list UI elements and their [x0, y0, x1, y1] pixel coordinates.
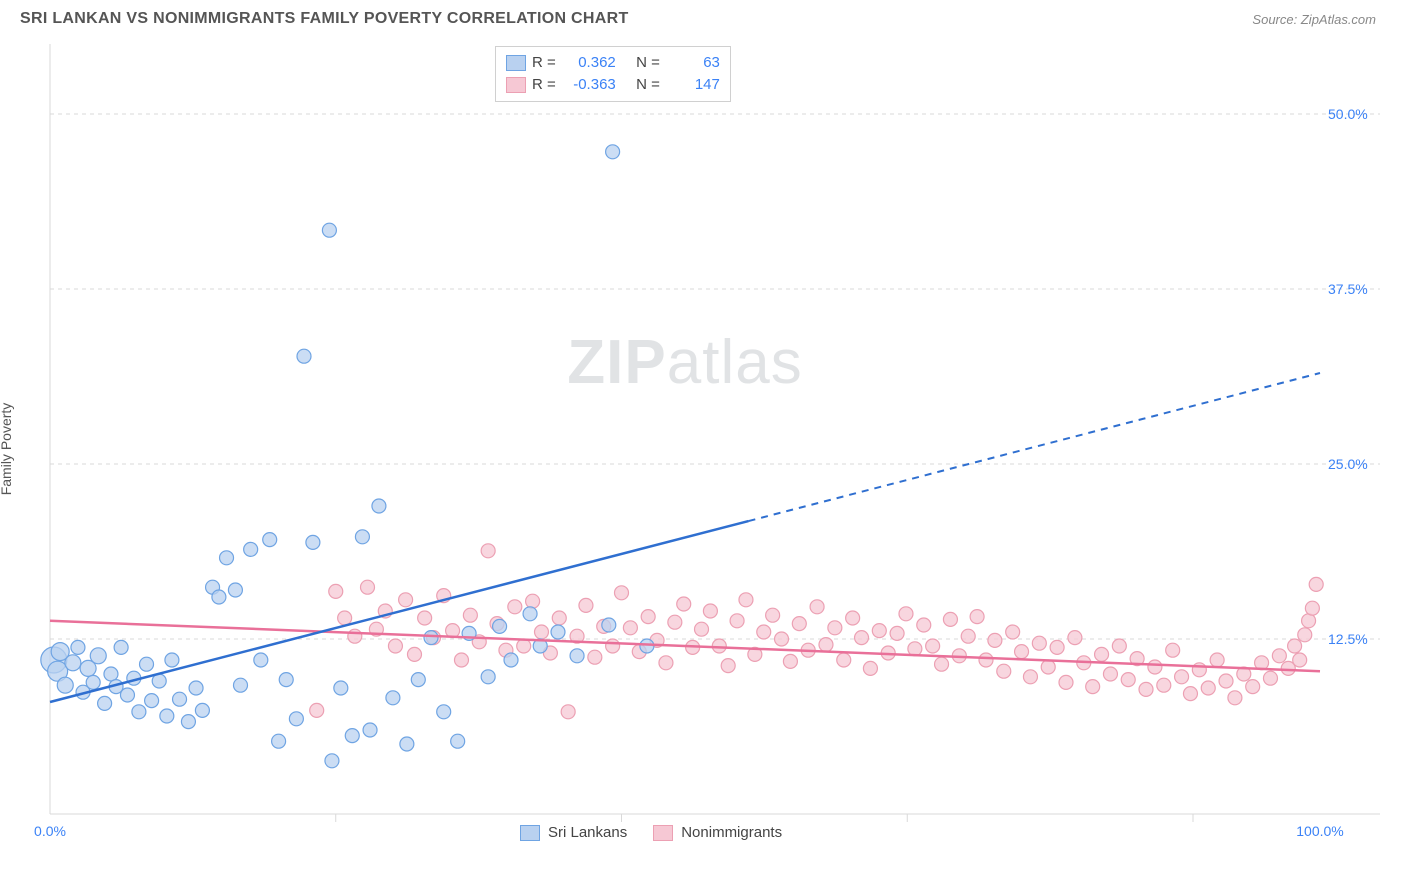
- legend-stats-box: R = 0.362 N = 63 R = -0.363 N = 147: [495, 46, 731, 102]
- svg-text:25.0%: 25.0%: [1328, 456, 1368, 472]
- svg-text:0.0%: 0.0%: [34, 823, 66, 839]
- svg-text:50.0%: 50.0%: [1328, 106, 1368, 122]
- N-value-b: 147: [670, 74, 720, 96]
- svg-text:37.5%: 37.5%: [1328, 281, 1368, 297]
- source-value: ZipAtlas.com: [1301, 12, 1376, 27]
- legend-series-box: Sri Lankans Nonimmigrants: [520, 824, 782, 841]
- scatter-chart: 12.5% 25.0% 37.5% 50.0% 0.0% 100.0% ZIPatlas: [0, 34, 1406, 864]
- source-label: Source:: [1252, 12, 1297, 27]
- N-label: N =: [636, 74, 660, 96]
- N-label: N =: [636, 52, 660, 74]
- svg-text:ZIPatlas: ZIPatlas: [567, 328, 802, 397]
- R-value-a: 0.362: [566, 52, 616, 74]
- source-credit: Source: ZipAtlas.com: [1252, 12, 1376, 27]
- R-value-b: -0.363: [566, 74, 616, 96]
- swatch-b: [506, 77, 526, 93]
- chart-header: SRI LANKAN VS NONIMMIGRANTS FAMILY POVER…: [0, 0, 1406, 34]
- legend-stats-row-a: R = 0.362 N = 63: [506, 52, 720, 74]
- R-label: R =: [532, 52, 556, 74]
- chart-wrap: Family Poverty 12.5%25.0%37.5%50.0%0.0%1…: [0, 34, 1406, 864]
- swatch-a-icon: [520, 825, 540, 841]
- R-label: R =: [532, 74, 556, 96]
- swatch-a: [506, 55, 526, 71]
- chart-title: SRI LANKAN VS NONIMMIGRANTS FAMILY POVER…: [20, 10, 629, 28]
- legend-item-a: Sri Lankans: [520, 824, 627, 841]
- legend-label-b: Nonimmigrants: [681, 824, 782, 841]
- svg-text:100.0%: 100.0%: [1296, 823, 1343, 839]
- legend-label-a: Sri Lankans: [548, 824, 627, 841]
- N-value-a: 63: [670, 52, 720, 74]
- svg-text:12.5%: 12.5%: [1328, 631, 1368, 647]
- swatch-b-icon: [653, 825, 673, 841]
- legend-stats-row-b: R = -0.363 N = 147: [506, 74, 720, 96]
- legend-item-b: Nonimmigrants: [653, 824, 782, 841]
